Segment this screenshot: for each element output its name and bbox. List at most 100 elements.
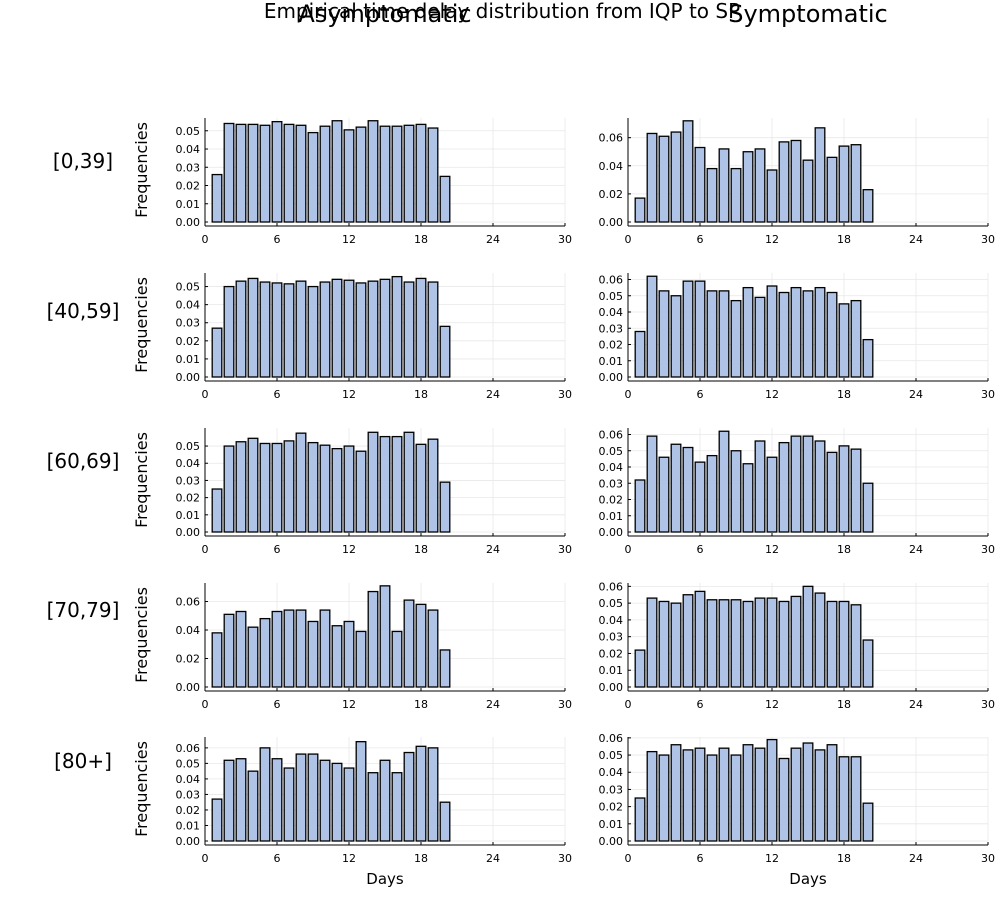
bar bbox=[766, 597, 778, 688]
x-tick-label: 0 bbox=[625, 233, 632, 246]
bar bbox=[838, 756, 850, 842]
bar bbox=[634, 479, 646, 533]
bar bbox=[634, 330, 646, 378]
bar bbox=[235, 441, 247, 533]
y-tick-label: 0.04 bbox=[599, 766, 624, 779]
y-axis-label: Frequencies bbox=[132, 432, 151, 528]
bar bbox=[658, 456, 670, 533]
bar bbox=[247, 123, 259, 223]
x-tick-label: 30 bbox=[981, 698, 995, 711]
bar bbox=[307, 131, 319, 223]
bar bbox=[802, 290, 814, 378]
bar bbox=[718, 290, 730, 378]
x-tick-label: 0 bbox=[202, 852, 209, 865]
bar bbox=[403, 124, 415, 223]
bar bbox=[766, 169, 778, 223]
x-tick-label: 18 bbox=[414, 852, 428, 865]
x-tick-label: 6 bbox=[274, 852, 281, 865]
bar bbox=[766, 285, 778, 378]
bar bbox=[223, 613, 235, 688]
bar bbox=[367, 280, 379, 378]
bar bbox=[283, 123, 295, 223]
bar bbox=[754, 440, 766, 533]
x-tick-label: 6 bbox=[274, 233, 281, 246]
x-tick-label: 24 bbox=[909, 852, 923, 865]
bar bbox=[403, 599, 415, 688]
x-tick-label: 0 bbox=[202, 543, 209, 556]
x-tick-label: 18 bbox=[837, 388, 851, 401]
bar bbox=[379, 435, 391, 533]
y-tick-label: 0.04 bbox=[599, 306, 624, 319]
bar bbox=[826, 744, 838, 842]
x-tick-label: 0 bbox=[625, 698, 632, 711]
bar bbox=[259, 124, 271, 223]
bar bbox=[694, 461, 706, 533]
bar bbox=[718, 148, 730, 223]
y-tick-label: 0.04 bbox=[599, 461, 624, 474]
bar bbox=[862, 189, 874, 223]
y-tick-label: 0.00 bbox=[599, 681, 624, 694]
bar bbox=[235, 123, 247, 223]
bar bbox=[670, 602, 682, 688]
bar bbox=[343, 767, 355, 842]
bar bbox=[754, 148, 766, 223]
bar bbox=[826, 156, 838, 223]
bar bbox=[694, 747, 706, 842]
bar bbox=[295, 753, 307, 842]
bar bbox=[223, 445, 235, 533]
bar bbox=[439, 649, 451, 688]
bar bbox=[754, 296, 766, 378]
bar bbox=[694, 590, 706, 688]
panel-0-39-asymptomatic: 0 6 12 18 24 30 0.00 0.01 0.02 0.03 0.04 0.05 Freque… bbox=[132, 118, 572, 246]
bar bbox=[802, 585, 814, 688]
y-tick-label: 0.02 bbox=[599, 801, 624, 814]
bar bbox=[295, 280, 307, 378]
y-tick-label: 0.03 bbox=[176, 474, 201, 487]
bar bbox=[658, 600, 670, 688]
y-tick-label: 0.04 bbox=[176, 299, 201, 312]
y-tick-label: 0.05 bbox=[176, 757, 201, 770]
y-tick-label: 0.02 bbox=[599, 494, 624, 507]
bar bbox=[826, 291, 838, 378]
y-tick-label: 0.00 bbox=[599, 835, 624, 848]
bar bbox=[742, 151, 754, 223]
bar bbox=[814, 592, 826, 688]
x-tick-label: 12 bbox=[342, 233, 356, 246]
bar bbox=[706, 290, 718, 378]
y-tick-label: 0.05 bbox=[599, 749, 624, 762]
bar bbox=[790, 139, 802, 223]
bar bbox=[730, 299, 742, 378]
bar bbox=[355, 126, 367, 223]
bar bbox=[427, 747, 439, 842]
bar bbox=[730, 599, 742, 688]
x-tick-label: 12 bbox=[765, 388, 779, 401]
row-label-80-plus: [80+] bbox=[54, 749, 112, 773]
x-tick-label: 24 bbox=[486, 543, 500, 556]
y-tick-label: 0.00 bbox=[176, 526, 201, 539]
row-label-70-79: [70,79] bbox=[47, 598, 120, 622]
bar bbox=[403, 751, 415, 842]
x-tick-label: 24 bbox=[909, 543, 923, 556]
x-tick-label: 6 bbox=[274, 543, 281, 556]
bar bbox=[850, 299, 862, 378]
x-tick-label: 12 bbox=[342, 543, 356, 556]
x-tick-label: 30 bbox=[981, 852, 995, 865]
bar bbox=[259, 747, 271, 842]
bar bbox=[307, 753, 319, 842]
column-title-symptomatic: Symptomatic bbox=[728, 0, 888, 28]
bar bbox=[283, 283, 295, 378]
y-axis-label: Frequencies bbox=[132, 277, 151, 373]
bar bbox=[211, 327, 223, 378]
bar bbox=[223, 285, 235, 378]
row-label-0-39: [0,39] bbox=[53, 149, 113, 173]
bar bbox=[730, 450, 742, 533]
y-tick-label: 0.01 bbox=[176, 198, 201, 211]
y-tick-label: 0.06 bbox=[599, 732, 624, 745]
bar bbox=[838, 145, 850, 223]
y-tick-label: 0.05 bbox=[599, 290, 624, 303]
bar bbox=[415, 443, 427, 533]
bar bbox=[850, 448, 862, 533]
bar bbox=[295, 124, 307, 223]
x-tick-label: 12 bbox=[765, 698, 779, 711]
bar bbox=[319, 125, 331, 223]
